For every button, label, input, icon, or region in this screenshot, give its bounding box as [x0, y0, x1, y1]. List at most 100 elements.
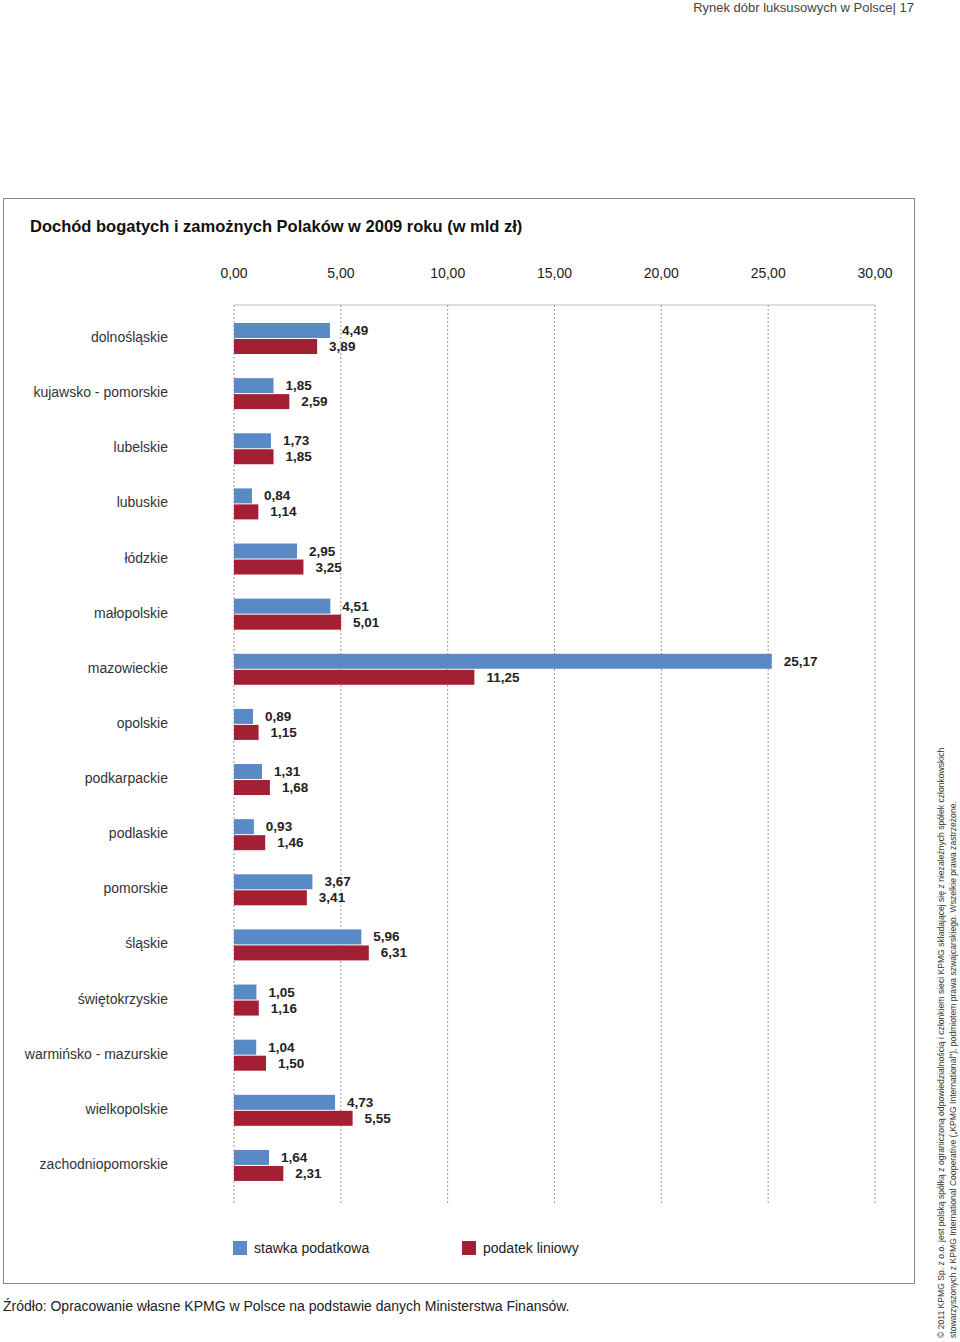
grid-line: [340, 305, 341, 1205]
bar: [234, 764, 262, 779]
bar: [234, 709, 253, 724]
bar: [234, 1111, 353, 1126]
bar: [234, 725, 259, 740]
copyright-note: stowarzyszonych z KPMG International Coo…: [948, 801, 958, 1338]
data-label: 1,85: [286, 378, 313, 393]
grid-line: [447, 305, 448, 1205]
category-label: opolskie: [117, 715, 169, 731]
bar: [234, 1166, 283, 1181]
data-label: 3,25: [315, 560, 342, 575]
data-label: 1,31: [274, 764, 301, 779]
bar: [234, 544, 297, 559]
bar: [234, 945, 369, 960]
data-label: 5,96: [373, 929, 400, 944]
x-tick-label: 0,00: [220, 265, 247, 281]
bar: [234, 1040, 256, 1055]
data-label: 3,89: [329, 339, 355, 354]
legend-swatch: [233, 1241, 247, 1255]
bar: [234, 929, 361, 944]
chart-title: Dochód bogatych i zamożnych Polaków w 20…: [30, 217, 522, 235]
category-label: małopolskie: [94, 605, 168, 621]
data-label: 4,73: [347, 1095, 374, 1110]
data-label: 1,73: [283, 433, 310, 448]
x-tick-label: 25,00: [751, 265, 786, 281]
bar: [234, 1150, 269, 1165]
category-label: warmińsko - mazurskie: [24, 1046, 168, 1062]
category-label: lubelskie: [114, 439, 169, 455]
data-label: 11,25: [486, 670, 520, 685]
bar: [234, 1056, 266, 1071]
bar: [234, 339, 317, 354]
data-label: 1,15: [271, 725, 298, 740]
category-label: mazowieckie: [88, 660, 168, 676]
category-label: lubuskie: [117, 494, 169, 510]
bar: [234, 780, 270, 795]
data-label: 6,31: [381, 945, 408, 960]
data-label: 1,64: [281, 1150, 308, 1165]
bar: [234, 1095, 335, 1110]
bar: [234, 670, 474, 685]
data-label: 2,31: [295, 1166, 322, 1181]
grid-line: [661, 305, 662, 1205]
grid-line: [875, 305, 876, 1205]
data-label: 1,14: [270, 504, 297, 519]
legend-label: stawka podatkowa: [254, 1240, 369, 1256]
bar: [234, 985, 256, 1000]
x-tick-label: 20,00: [644, 265, 679, 281]
data-label: 4,49: [342, 323, 368, 338]
data-label: 1,46: [277, 835, 304, 850]
bar: [234, 378, 274, 393]
bar: [234, 835, 265, 850]
category-label: świętokrzyskie: [78, 991, 168, 1007]
data-label: 0,84: [264, 488, 291, 503]
data-label: 4,51: [342, 599, 369, 614]
data-label: 1,05: [268, 985, 295, 1000]
data-label: 0,93: [266, 819, 293, 834]
bar: [234, 394, 289, 409]
category-label: podkarpackie: [85, 770, 168, 786]
data-label: 2,59: [301, 394, 327, 409]
category-label: dolnośląskie: [91, 329, 168, 345]
bar: [234, 615, 341, 630]
data-label: 3,41: [319, 890, 346, 905]
grid-line: [768, 305, 769, 1205]
bars: [234, 323, 772, 1181]
page-header: Rynek dóbr luksusowych w Polsce| 17: [693, 0, 914, 15]
category-label: pomorskie: [103, 880, 168, 896]
bar: [234, 560, 303, 575]
bar: [234, 599, 330, 614]
x-tick-label: 15,00: [537, 265, 572, 281]
category-label: łódzkie: [124, 550, 168, 566]
bar: [234, 874, 312, 889]
bar: [234, 504, 258, 519]
category-label: wielkopolskie: [85, 1101, 169, 1117]
bar: [234, 433, 271, 448]
data-label: 5,55: [365, 1111, 392, 1126]
chart-frame: [4, 199, 915, 1284]
source-note: Źródło: Opracowanie własne KPMG w Polsce…: [3, 1298, 569, 1314]
copyright-note: © 2011 KPMG Sp. z o.o. jest polską spółk…: [936, 747, 946, 1338]
x-tick-label: 10,00: [430, 265, 465, 281]
data-label: 3,67: [324, 874, 350, 889]
data-label: 2,95: [309, 544, 336, 559]
category-label: kujawsko - pomorskie: [33, 384, 168, 400]
category-label: śląskie: [125, 935, 168, 951]
data-label: 1,04: [268, 1040, 295, 1055]
data-label: 0,89: [265, 709, 291, 724]
labels: 4,493,891,852,591,731,850,841,142,953,25…: [264, 323, 818, 1181]
bar: [234, 819, 254, 834]
bar: [234, 323, 330, 338]
category-label: podlaskie: [109, 825, 168, 841]
bar: [234, 654, 772, 669]
data-label: 1,85: [286, 449, 313, 464]
data-label: 1,68: [282, 780, 309, 795]
bar: [234, 449, 274, 464]
data-label: 1,16: [271, 1001, 298, 1016]
category-label: zachodniopomorskie: [40, 1156, 169, 1172]
x-tick-label: 5,00: [327, 265, 354, 281]
x-tick-label: 30,00: [857, 265, 892, 281]
data-label: 1,50: [278, 1056, 304, 1071]
bar: [234, 488, 252, 503]
legend-swatch: [462, 1241, 476, 1255]
legend-label: podatek liniowy: [483, 1240, 579, 1256]
